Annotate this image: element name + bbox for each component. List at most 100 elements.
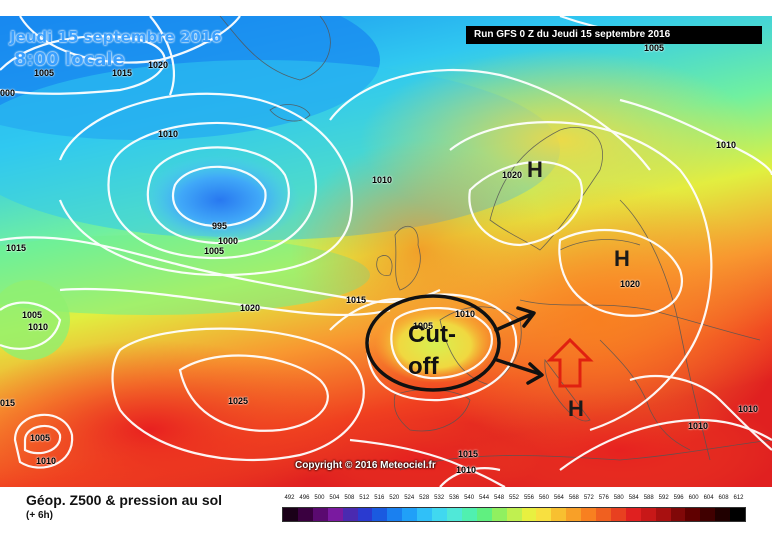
colour-scale-label: 512 (359, 495, 370, 501)
isobar-995 (171, 165, 267, 228)
colour-scale-cell (581, 508, 597, 521)
colour-scale-label: 572 (583, 495, 594, 501)
date-label: Jeudi 15 septembre 2016 (10, 28, 222, 46)
isobar-label-1010-sw-low: 1010 (36, 456, 57, 466)
isobar-1015-mid (0, 236, 441, 304)
colour-scale-bar (282, 507, 746, 522)
isobar-label-1015-greenland: 1015 (112, 68, 133, 78)
isobar-1010-south (439, 467, 501, 488)
coast-italy (544, 358, 591, 422)
coast-balkans (599, 339, 691, 451)
colour-scale-cell (446, 508, 462, 521)
colour-scale-label: 536 (449, 495, 460, 501)
colour-scale-label: 540 (464, 495, 475, 501)
colour-scale-cell (685, 508, 701, 521)
colour-scale-cell (521, 508, 537, 521)
coast-iceland (269, 104, 311, 122)
field-cutoff-core (375, 307, 495, 383)
coast-north-africa (399, 439, 772, 471)
isobar-1015-greenland (19, 15, 241, 64)
colour-scale-cell (596, 508, 611, 521)
isobar-1015-south (349, 438, 506, 489)
time-label: 8:00 locale (14, 49, 125, 70)
colour-scale-cell (461, 508, 477, 521)
isobar-label-1005-sw-low: 1005 (30, 433, 51, 443)
legend-subtitle: (+ 6h) (26, 510, 53, 521)
isobar-1020-azores (111, 327, 365, 462)
colour-scale-label: 544 (479, 495, 490, 501)
colour-scale-cell (566, 508, 582, 521)
isobar-1005-greenland (0, 35, 166, 95)
isobar-label-1010-mid: 1010 (372, 175, 393, 185)
high-pressure-central-europe: H (614, 246, 630, 271)
colour-scale-label: 560 (538, 495, 549, 501)
high-pressure-italy: H (568, 396, 584, 421)
colour-scale-label: 576 (598, 495, 609, 501)
colour-scale-label: 588 (643, 495, 654, 501)
colour-scale-cell (506, 508, 522, 521)
colour-scale-cell (551, 508, 567, 521)
isobar-1015-med (629, 374, 772, 451)
coast-france (439, 306, 522, 386)
border-east (619, 199, 711, 461)
high-pressure-scandinavia: H (527, 157, 543, 182)
legend-title: Géop. Z500 & pression au sol (26, 492, 223, 508)
field-green-band (0, 235, 370, 315)
colour-scale-label: 532 (434, 495, 445, 501)
field-green-sw (0, 280, 70, 360)
field-orange-atlantic (290, 140, 550, 360)
colour-scale-cell (491, 508, 507, 521)
cutoff-circle (365, 294, 501, 392)
colour-scale-cell (432, 508, 447, 521)
isobar-label-1005-low: 1005 (204, 246, 225, 256)
field-low-core (140, 155, 300, 245)
colour-scale-label: 596 (673, 495, 684, 501)
coastlines (219, 15, 772, 471)
isobar-label-1020-scandinavia: 1020 (502, 170, 523, 180)
colour-scale-label: 516 (374, 495, 385, 501)
isobar-label-1015-biscay: 1015 (346, 295, 367, 305)
isobar-label-1010-south: 1010 (456, 465, 477, 475)
colour-scale-cell (327, 508, 343, 521)
annotation-arrows (494, 306, 544, 385)
colour-scale-label: 600 (688, 495, 699, 501)
isobar-1010-north (58, 92, 353, 277)
colour-scale-label: 504 (329, 495, 340, 501)
isobar-1010-east (619, 98, 772, 176)
arrow-east (495, 358, 542, 376)
colour-scale: 492 496 500 504 508 512 516 520 524 528 532 536 540 5… (282, 495, 746, 522)
isobar-label-1020-north: 1020 (148, 60, 169, 70)
isobar-1010-cutoff (390, 306, 493, 380)
isobar-label-1005-cutoff: 1005 (413, 321, 434, 331)
map-legend: Géop. Z500 & pression au sol (+ 6h) 492 4… (0, 487, 772, 553)
isobar-1020-central (558, 228, 683, 317)
colour-scale-cell (297, 508, 313, 521)
colour-scale-label: 556 (523, 495, 534, 501)
border-central-europe (519, 299, 761, 341)
field-red-atlantic (0, 340, 350, 520)
colour-scale-cell (342, 508, 358, 521)
coast-uk (394, 225, 421, 291)
top-strip (0, 0, 772, 16)
cutoff-label-line2: off (408, 353, 439, 380)
isobar-label-1020-atlantic: 1020 (240, 303, 261, 313)
colour-scale-cell (372, 508, 388, 521)
isobar-1005-sw (23, 424, 62, 455)
colour-scale-label: 548 (494, 495, 505, 501)
colour-scale-label: 584 (628, 495, 639, 501)
colour-scale-label: 528 (419, 495, 430, 501)
isobar-1020-north (149, 15, 175, 96)
isobar-1005-low (107, 121, 318, 260)
colour-scale-label: 500 (314, 495, 325, 501)
colour-scale-cell (730, 508, 746, 521)
colour-scale-cell (610, 508, 626, 521)
isobar-label-1000-west-edge: 000 (0, 88, 16, 98)
isobar-label-1010-mediterranean: 1010 (688, 421, 709, 431)
colour-scale-cell (700, 508, 716, 521)
colour-scale-label: 564 (553, 495, 564, 501)
isobar-label-015-sw-edge: 015 (0, 398, 16, 408)
colour-scale-cell (283, 508, 298, 521)
colour-scale-cell (402, 508, 418, 521)
